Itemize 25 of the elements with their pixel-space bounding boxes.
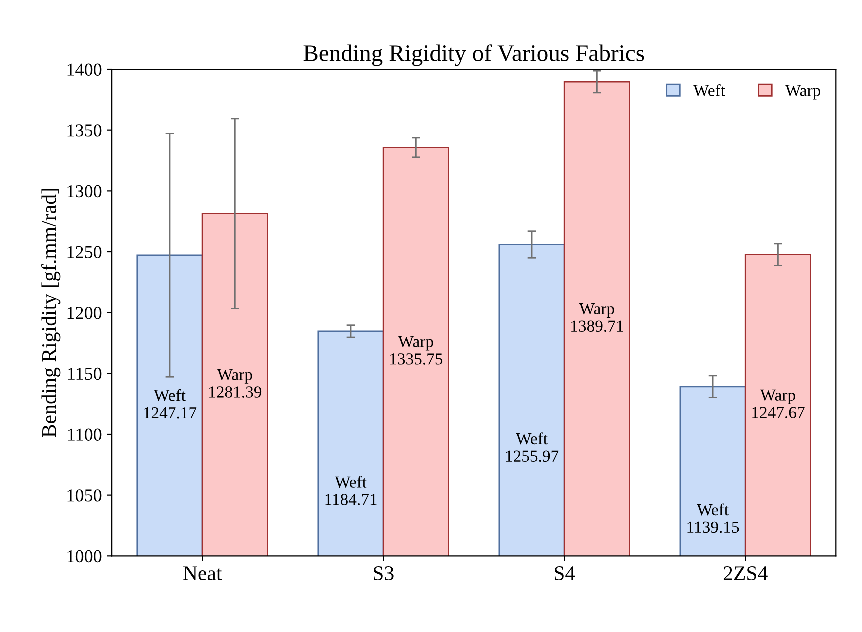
x-tick-label: S4 [555,566,576,581]
y-tick-label: 1400 [68,64,102,76]
data-label: Warp 1247.67 [752,390,805,418]
y-axis-title: Bending Rigidity [gf.mm/rad] [42,189,61,438]
y-tick-label: 1300 [68,185,102,198]
x-tick-label: S3 [374,566,394,581]
chart-title: Bending Rigidity of Various Fabrics [304,44,644,66]
y-tick-label: 1200 [68,307,102,320]
x-tick-label: Neat [184,566,222,581]
x-tick-label: 2ZS4 [724,566,768,581]
y-tick-label: 1350 [68,124,102,137]
legend-label: Weft [694,84,726,96]
y-tick-label: 1050 [68,490,102,502]
data-label: Warp 1281.39 [210,369,262,398]
legend-label: Warp [785,85,820,100]
data-label: Weft 1247.17 [144,389,197,419]
y-tick-label: 1250 [68,246,102,258]
y-tick-label: 1150 [68,368,102,380]
data-label: Weft 1255.97 [506,432,559,462]
data-label: Warp 1389.71 [572,303,624,332]
data-label: Weft 1139.15 [688,504,740,534]
y-tick-label: 1000 [68,550,102,563]
data-label: Weft 1184.71 [326,476,377,506]
y-tick-label: 1100 [68,428,102,441]
data-label: Warp 1335.75 [390,336,443,365]
